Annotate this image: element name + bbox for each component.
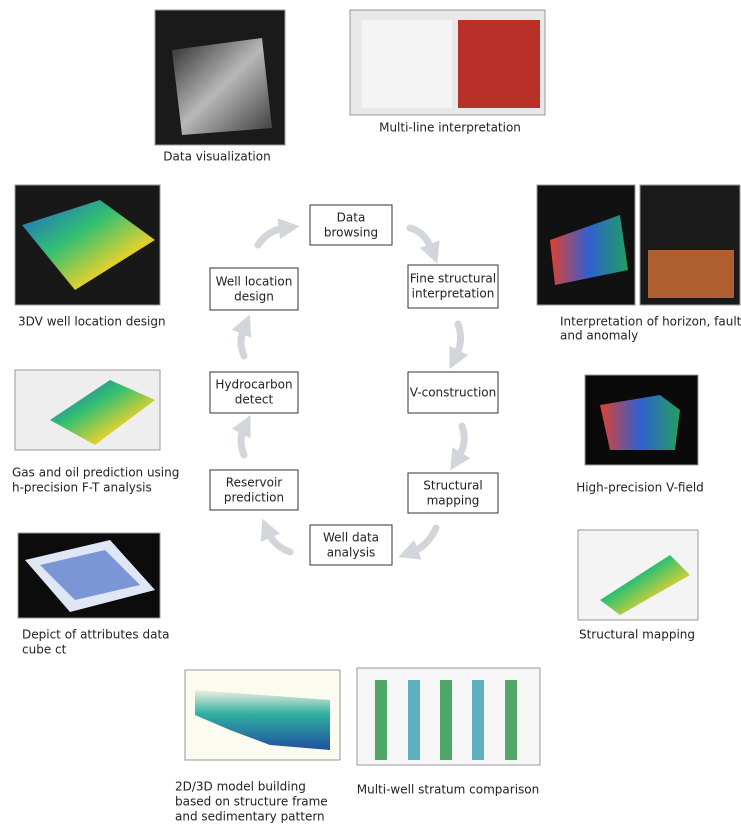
step-label: browsing (324, 226, 378, 240)
arrow (450, 422, 471, 471)
screenshot (14, 184, 161, 306)
caption: Depict of attributes data (22, 628, 170, 642)
step-label: Well location (216, 275, 293, 289)
arrow (406, 224, 440, 264)
screenshot (584, 374, 699, 466)
caption: and anomaly (560, 329, 638, 343)
arrow (231, 414, 251, 459)
step-label: Well data (323, 531, 379, 545)
screenshot (184, 669, 341, 761)
arrow (260, 518, 294, 556)
caption: Multi-well stratum comparison (357, 783, 539, 797)
screenshot (349, 9, 546, 116)
screenshot (356, 667, 541, 766)
step-box (209, 371, 299, 414)
screenshot (154, 9, 286, 146)
caption: and sedimentary pattern (175, 810, 325, 824)
step-box (407, 371, 499, 414)
step-label: Fine structural (410, 272, 496, 286)
screenshot (577, 529, 699, 621)
step-label: analysis (327, 546, 376, 560)
step-box (407, 472, 499, 514)
step-label: Hydrocarbon (215, 378, 292, 392)
step-box (209, 469, 299, 511)
caption: Multi-line interpretation (379, 121, 521, 135)
caption: 3DV well location design (18, 315, 166, 329)
step-label: Structural (423, 479, 482, 493)
screenshot (536, 184, 741, 306)
caption: High-precision V-field (576, 481, 704, 495)
caption: cube ct (22, 643, 67, 657)
step-label: mapping (427, 494, 480, 508)
caption: Gas and oil prediction using (12, 466, 179, 480)
step-box (309, 204, 393, 246)
arrow (398, 524, 440, 560)
step-label: Reservoir (226, 476, 283, 490)
step-label: V-construction (410, 386, 496, 400)
arrow (254, 218, 300, 249)
step-label: Data (337, 211, 366, 225)
caption: Data visualization (163, 150, 270, 164)
step-label: interpretation (412, 287, 495, 301)
arrow (449, 320, 469, 370)
step-box (407, 264, 499, 309)
caption: h-precision F-T analysis (12, 481, 152, 495)
caption: based on structure frame (175, 795, 328, 809)
step-label: prediction (224, 491, 284, 505)
step-box (209, 267, 299, 311)
screenshot (14, 369, 161, 451)
step-label: detect (235, 393, 274, 407)
caption: Structural mapping (579, 628, 695, 642)
caption: Interpretation of horizon, fault, (560, 315, 741, 329)
step-box (309, 524, 393, 566)
caption: 2D/3D model building (175, 780, 306, 794)
screenshot (17, 532, 161, 619)
arrow (231, 314, 252, 360)
step-label: design (234, 290, 274, 304)
